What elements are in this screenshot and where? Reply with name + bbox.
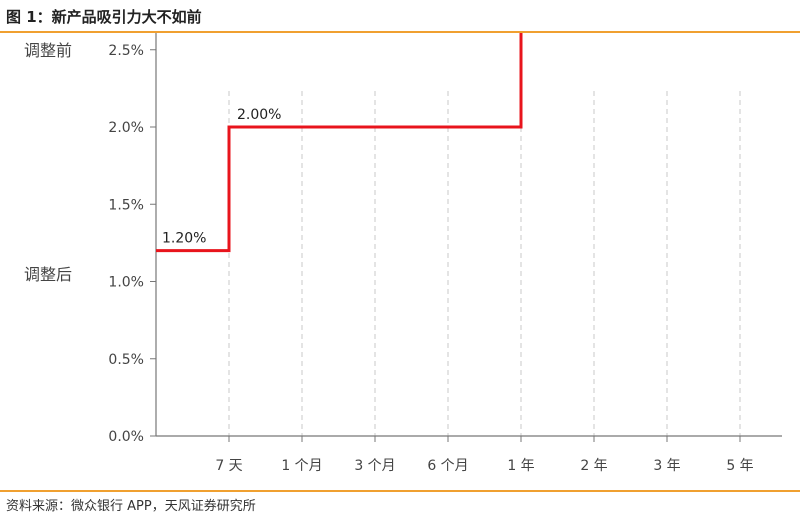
x-tick-label: 5 年 bbox=[726, 458, 753, 474]
source-note: 资料来源：微众银行 APP，天风证券研究所 bbox=[6, 499, 256, 514]
x-tick-label: 3 年 bbox=[653, 458, 680, 474]
y-tick-label: 0.0% bbox=[108, 429, 144, 445]
y-tick-label: 1.0% bbox=[108, 275, 144, 291]
y-tick-label: 0.5% bbox=[108, 352, 144, 368]
y-tick-label: 1.5% bbox=[108, 197, 144, 213]
y-tick-label: 2.0% bbox=[108, 120, 144, 136]
data-label: 1.20% bbox=[162, 231, 206, 247]
bottom-divider bbox=[0, 490, 800, 492]
x-tick-label: 2 年 bbox=[580, 458, 607, 474]
x-tick-label: 7 天 bbox=[215, 458, 242, 474]
series-line-after bbox=[156, 33, 523, 253]
top-divider bbox=[0, 31, 800, 33]
series-legend-label: 调整后 bbox=[24, 265, 72, 284]
x-tick-label: 3 个月 bbox=[354, 458, 395, 474]
x-tick-label: 6 个月 bbox=[427, 458, 468, 474]
step-chart: 0.0%0.5%1.0%1.5%2.0%2.5%3.0%3.5%4.0%4.5%… bbox=[24, 33, 782, 474]
series-legend-label: 调整前 bbox=[24, 41, 72, 60]
chart-title: 图 1：新产品吸引力大不如前 bbox=[6, 8, 202, 26]
x-tick-label: 1 年 bbox=[507, 458, 534, 474]
data-label: 2.00% bbox=[237, 107, 281, 123]
y-tick-label: 2.5% bbox=[108, 43, 144, 59]
x-tick-label: 1 个月 bbox=[281, 458, 322, 474]
